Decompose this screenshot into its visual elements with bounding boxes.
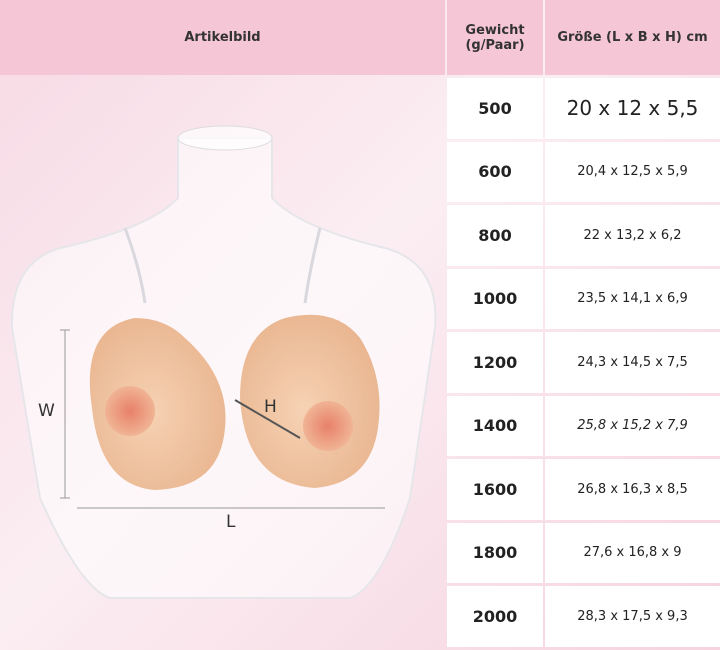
size-cell-text: 28,3 x 17,5 x 9,3 bbox=[577, 608, 688, 624]
size-cell-text: 26,8 x 16,3 x 8,5 bbox=[577, 481, 688, 497]
size-cell-text: 27,6 x 16,8 x 9 bbox=[583, 545, 682, 561]
areola bbox=[105, 386, 155, 436]
weight-cell-text: 2000 bbox=[472, 606, 518, 626]
dimension-line bbox=[234, 399, 301, 439]
weight-cell: 1200 bbox=[447, 332, 543, 393]
weight-cell: 1800 bbox=[447, 522, 543, 583]
header-text: Artikelbild bbox=[184, 30, 261, 45]
header-size: Größe (L x B x H) cm bbox=[545, 0, 720, 75]
weight-cell-text: 1600 bbox=[472, 479, 518, 499]
size-cell: 20 x 12 x 5,5 bbox=[545, 78, 720, 139]
size-cell: 20,4 x 12,5 x 5,9 bbox=[545, 141, 720, 202]
label-w: W bbox=[38, 401, 55, 421]
weight-cell: 1400 bbox=[447, 395, 543, 456]
size-cell: 22 x 13,2 x 6,2 bbox=[545, 205, 720, 266]
label-h: H bbox=[264, 397, 277, 417]
size-cell-text: 22 x 13,2 x 6,2 bbox=[583, 227, 682, 243]
weight-cell: 1600 bbox=[447, 459, 543, 520]
header-text: Größe (L x B x H) cm bbox=[557, 30, 708, 45]
size-cell: 28,3 x 17,5 x 9,3 bbox=[545, 586, 720, 647]
weight-cell-text: 800 bbox=[478, 225, 512, 245]
size-cell-text: 20 x 12 x 5,5 bbox=[566, 96, 699, 121]
weight-cell-text: 1000 bbox=[472, 289, 518, 309]
label-l: L bbox=[226, 512, 236, 532]
weight-cell-text: 1800 bbox=[472, 543, 518, 563]
size-cell-text: 20,4 x 12,5 x 5,9 bbox=[577, 164, 688, 180]
header-text: Gewicht bbox=[465, 22, 525, 38]
weight-cell-text: 600 bbox=[478, 162, 512, 182]
size-cell: 23,5 x 14,1 x 6,9 bbox=[545, 268, 720, 329]
size-cell: 27,6 x 16,8 x 9 bbox=[545, 522, 720, 583]
weight-cell-text: 1200 bbox=[472, 352, 518, 372]
size-cell-text: 25,8 x 15,2 x 7,9 bbox=[577, 418, 688, 434]
header-text: (g/Paar) bbox=[465, 37, 525, 53]
weight-cell: 2000 bbox=[447, 586, 543, 647]
size-cell: 25,8 x 15,2 x 7,9 bbox=[545, 395, 720, 456]
breast-form bbox=[240, 314, 380, 488]
weight-cell: 500 bbox=[447, 78, 543, 139]
weight-cell: 800 bbox=[447, 205, 543, 266]
header-weight: Gewicht (g/Paar) bbox=[447, 0, 543, 75]
size-cell: 26,8 x 16,3 x 8,5 bbox=[545, 459, 720, 520]
size-cell-text: 23,5 x 14,1 x 6,9 bbox=[577, 291, 688, 307]
weight-cell: 600 bbox=[447, 141, 543, 202]
header-image: Artikelbild bbox=[0, 0, 445, 75]
weight-cell-text: 500 bbox=[478, 98, 512, 118]
weight-cell-text: 1400 bbox=[472, 416, 518, 436]
mannequin-neck bbox=[177, 125, 273, 151]
breast-form bbox=[89, 318, 226, 490]
weight-cell: 1000 bbox=[447, 268, 543, 329]
areola bbox=[303, 401, 353, 451]
size-cell-text: 24,3 x 14,5 x 7,5 bbox=[577, 354, 688, 370]
size-cell: 24,3 x 14,5 x 7,5 bbox=[545, 332, 720, 393]
product-image: W H L bbox=[10, 125, 437, 599]
strap bbox=[123, 227, 322, 304]
